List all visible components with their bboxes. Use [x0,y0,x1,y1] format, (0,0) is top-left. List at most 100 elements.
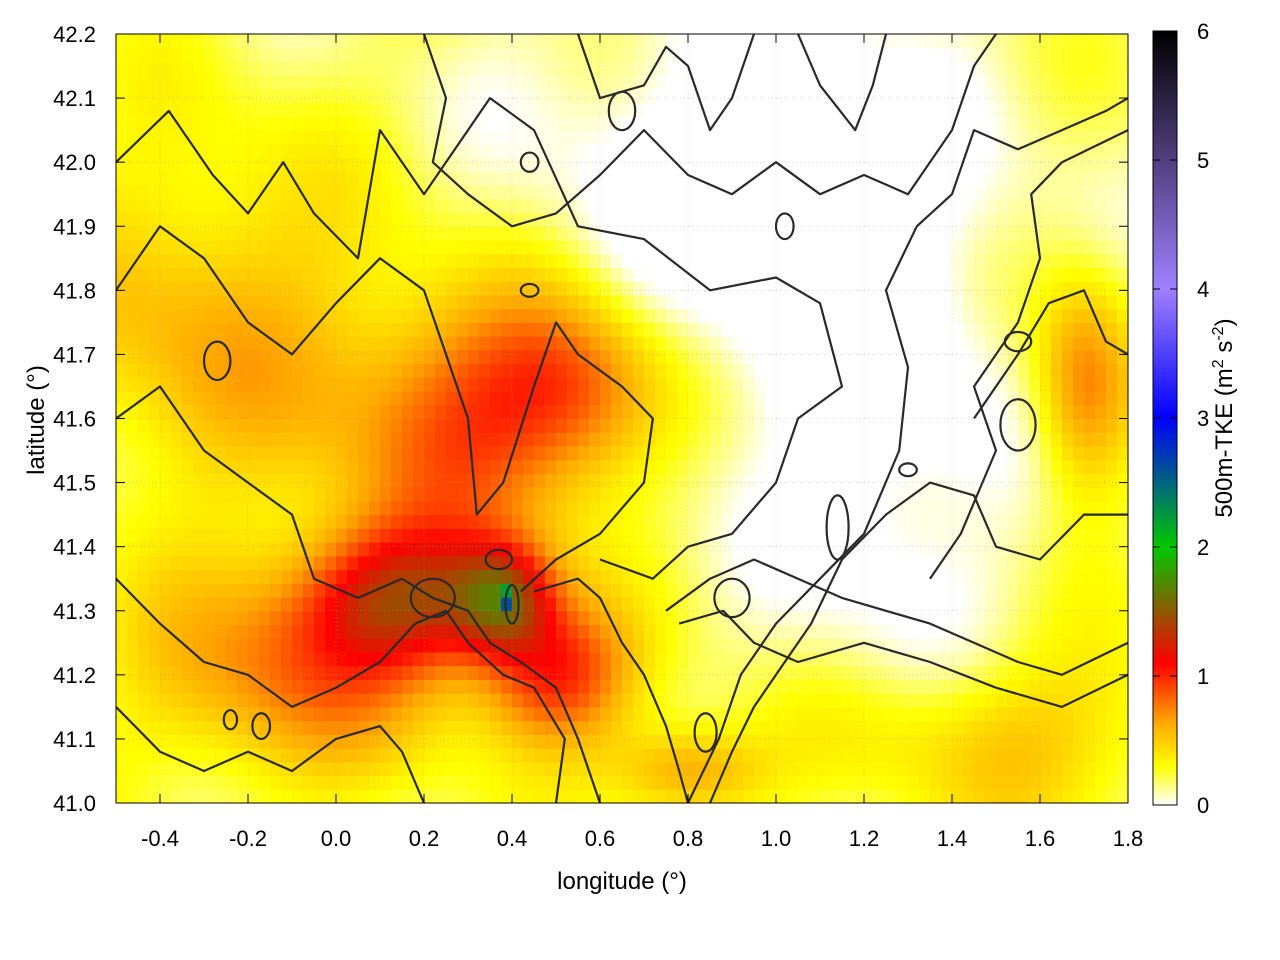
heatmap-cell [193,377,205,392]
heatmap-cell [611,363,623,378]
heatmap-cell [864,253,876,268]
heatmap-cell [1007,734,1019,749]
heatmap-cell [820,597,832,612]
heatmap-cell [358,720,370,735]
heatmap-cell [963,432,975,447]
heatmap-cell [589,748,601,763]
heatmap-cell [963,418,975,433]
heatmap-cell [402,157,414,172]
heatmap-cell [523,185,535,200]
heatmap-cell [644,720,656,735]
heatmap-cell [578,597,590,612]
heatmap-cell [303,734,315,749]
heatmap-cell [204,34,216,49]
heatmap-cell [336,555,348,571]
heatmap-cell [237,748,249,763]
heatmap-cell [655,322,667,337]
heatmap-cell [677,363,689,378]
heatmap-cell [798,610,810,626]
heatmap-cell [864,143,876,159]
heatmap-cell [237,130,249,145]
heatmap-cell [336,651,348,667]
heatmap-cell [600,638,612,653]
heatmap-cell [1073,514,1085,529]
heatmap-cell [688,679,700,694]
heatmap-cell [941,391,953,406]
heatmap-cell [732,61,744,76]
heatmap-cell [116,240,128,255]
heatmap-cell [325,542,337,557]
heatmap-cell [787,459,799,474]
heatmap-cell [809,102,821,117]
heatmap-cell [1073,322,1085,337]
heatmap-cell [138,487,150,502]
heatmap-cell [963,377,975,392]
heatmap-cell [116,597,128,612]
heatmap-cell [402,693,414,708]
heatmap-cell [919,597,931,612]
heatmap-cell [380,446,392,461]
heatmap-cell [446,665,458,680]
heatmap-cell [699,198,711,214]
heatmap-cell [281,75,293,90]
heatmap-cell [1018,446,1030,461]
heatmap-cell [963,651,975,667]
heatmap-cell [831,171,843,186]
heatmap-cell [457,638,469,653]
heatmap-cell [633,597,645,612]
heatmap-cell [149,404,161,420]
heatmap-cell [600,583,612,598]
heatmap-cell [369,267,381,282]
heatmap-cell [237,34,249,49]
heatmap-cell [270,391,282,406]
heatmap-cell [391,528,403,543]
heatmap-cell [160,569,172,584]
heatmap-cell [171,734,183,749]
heatmap-cell [193,624,205,639]
heatmap-cell [688,651,700,667]
heatmap-cell [985,116,997,131]
heatmap-cell [1062,240,1074,255]
heatmap-cell [215,789,227,803]
heatmap-cell [864,308,876,323]
heatmap-cell [512,102,524,117]
heatmap-cell [941,459,953,474]
heatmap-cell [116,336,128,351]
heatmap-cell [578,706,590,722]
heatmap-cell [512,157,524,172]
heatmap-cell [1040,500,1052,516]
heatmap-cell [666,528,678,543]
heatmap-cell [996,720,1008,735]
heatmap-cell [853,514,865,529]
heatmap-cell [919,240,931,255]
heatmap-cell [380,706,392,722]
heatmap-cell [1029,473,1041,488]
heatmap-cell [644,294,656,310]
heatmap-cell [336,157,348,172]
heatmap-cell [1018,308,1030,323]
heatmap-cell [600,130,612,145]
heatmap-cell [666,432,678,447]
heatmap-cell [281,693,293,708]
heatmap-cell [402,116,414,131]
heatmap-cell [391,500,403,516]
heatmap-cell [1040,487,1052,502]
heatmap-cell [655,404,667,420]
heatmap-cell [391,665,403,680]
heatmap-cell [1073,363,1085,378]
heatmap-cell [446,514,458,529]
heatmap-cell [259,240,271,255]
heatmap-cell [831,789,843,803]
heatmap-cell [930,665,942,680]
heatmap-cell [303,116,315,131]
heatmap-cell [787,88,799,104]
heatmap-cell [809,212,821,227]
heatmap-cell [490,514,502,529]
heatmap-cell [567,336,579,351]
heatmap-cell [149,514,161,529]
heatmap-cell [1040,720,1052,735]
heatmap-cell [754,349,766,365]
heatmap-cell [424,720,436,735]
heatmap-cell [1084,748,1096,763]
heatmap-cell [248,61,260,76]
